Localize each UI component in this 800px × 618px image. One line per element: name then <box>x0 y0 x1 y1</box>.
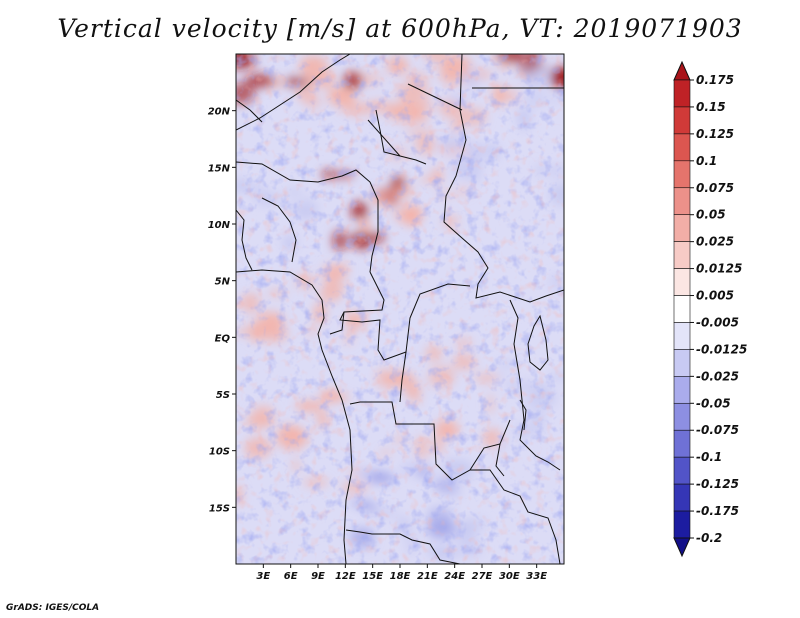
lat-label: 5N <box>215 277 231 288</box>
lon-label: 30E <box>499 571 520 582</box>
grads-credit: GrADS: IGES/COLA <box>6 603 100 613</box>
colorbar-segment <box>673 376 691 404</box>
lat-label: 15N <box>208 163 231 174</box>
colorbar-label: -0.175 <box>696 504 739 518</box>
colorbar-segment <box>673 187 691 215</box>
colorbar-label: 0.075 <box>696 181 734 195</box>
colorbar-label: -0.0125 <box>696 342 747 356</box>
colorbar-segment <box>673 483 691 512</box>
colorbar-label: 0.175 <box>696 73 734 87</box>
colorbar-label: 0.05 <box>696 208 726 222</box>
colorbar-label: -0.075 <box>696 423 739 437</box>
colorbar: 0.175 0.15 0.125 0.1 0.075 0.05 0.025 0.0125 0.0… <box>673 60 747 558</box>
colorbar-label: 0.025 <box>696 235 734 249</box>
latitude-labels: 20N 15N 10N 5N EQ 5S 10S 15S <box>208 107 236 514</box>
lat-label: 20N <box>208 107 231 118</box>
lon-label: 3E <box>256 571 270 582</box>
colorbar-segment <box>673 79 691 108</box>
colorbar-segment <box>673 322 691 350</box>
lon-label: 18E <box>390 571 411 582</box>
colorbar-segment <box>673 133 691 162</box>
colorbar-segment <box>673 160 691 189</box>
chart-title: Vertical velocity [m/s] at 600hPa, VT: 2… <box>57 14 743 43</box>
colorbar-segment <box>673 295 691 323</box>
colorbar-max-arrow <box>673 60 691 81</box>
lon-label: 15E <box>362 571 383 582</box>
velocity-field <box>236 54 564 564</box>
colorbar-segment <box>673 268 691 296</box>
lon-label: 9E <box>311 571 325 582</box>
colorbar-label: 0.125 <box>696 127 734 141</box>
lat-label: 10N <box>208 220 231 231</box>
lon-label: 33E <box>526 571 547 582</box>
colorbar-label: -0.1 <box>696 450 722 464</box>
colorbar-label: -0.2 <box>696 531 722 545</box>
colorbar-label: -0.005 <box>696 315 739 329</box>
colorbar-segment <box>673 241 691 269</box>
longitude-labels: 3E 6E 9E 12E 15E 18E 21E 24E 27E 30E 33E <box>256 564 547 582</box>
colorbar-label: -0.05 <box>696 396 731 410</box>
colorbar-segment <box>673 349 691 377</box>
lat-label: EQ <box>215 333 231 344</box>
colorbar-segment <box>673 106 691 135</box>
lon-label: 12E <box>335 571 356 582</box>
colorbar-label: -0.125 <box>696 477 739 491</box>
lat-label: 10S <box>209 447 230 458</box>
lon-label: 24E <box>444 571 465 582</box>
colorbar-segment <box>673 402 691 431</box>
lon-label: 27E <box>472 571 493 582</box>
lat-label: 5S <box>216 390 230 401</box>
country-borders <box>236 54 564 564</box>
colorbar-segment <box>673 510 691 539</box>
colorbar-label: 0.15 <box>696 100 726 114</box>
colorbar-segment <box>673 214 691 242</box>
colorbar-segment <box>673 429 691 458</box>
lon-label: 21E <box>417 571 438 582</box>
colorbar-label: 0.1 <box>696 154 717 168</box>
colorbar-label: -0.025 <box>696 369 739 383</box>
lat-label: 15S <box>209 503 230 514</box>
colorbar-min-arrow <box>673 537 691 558</box>
colorbar-segment <box>673 456 691 485</box>
colorbar-label: 0.0125 <box>696 262 742 276</box>
colorbar-label: 0.005 <box>696 289 734 303</box>
lon-label: 6E <box>284 571 298 582</box>
